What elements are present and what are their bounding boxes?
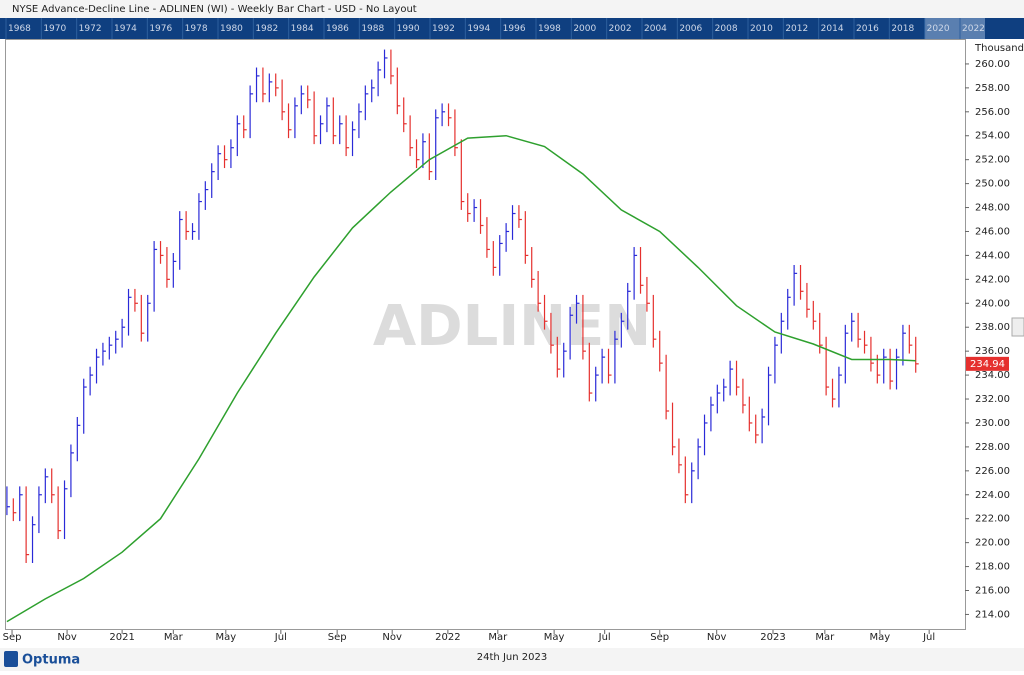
plot-area	[5, 39, 966, 630]
timeline-year: 2002	[609, 24, 632, 34]
timeline-year: 2012	[785, 24, 808, 34]
header-bar	[0, 0, 1024, 18]
y-tick-label: 220.00	[975, 538, 1010, 549]
x-tick-label: Sep	[650, 632, 669, 643]
y-tick-label: 246.00	[975, 226, 1010, 237]
y-tick-label: 238.00	[975, 322, 1010, 333]
x-tick-label: May	[215, 632, 236, 643]
x-tick-label: Mar	[488, 632, 508, 643]
timeline-year: 1990	[397, 24, 420, 34]
y-tick-label: 230.00	[975, 418, 1010, 429]
x-tick-label: Jul	[598, 632, 611, 643]
timeline-year: 1986	[326, 24, 349, 34]
timeline-year: 2000	[573, 24, 596, 34]
timeline-year: 2022	[962, 24, 985, 34]
watermark: ADLINEN	[373, 294, 651, 359]
y-tick-label: 252.00	[975, 155, 1010, 166]
timeline-window[interactable]	[925, 18, 985, 39]
timeline-year: 2010	[750, 24, 773, 34]
y-tick-label: 234.00	[975, 370, 1010, 381]
date-label: 24th Jun 2023	[477, 652, 547, 663]
y-tick-label: 222.00	[975, 514, 1010, 525]
timeline-year: 1984	[291, 24, 314, 34]
x-tick-label: 2022	[435, 632, 460, 643]
moving-average	[6, 134, 916, 623]
timeline-year: 2018	[891, 24, 914, 34]
chart-title: NYSE Advance-Decline Line - ADLINEN (WI)…	[12, 4, 417, 15]
y-tick-label: 242.00	[975, 274, 1010, 285]
x-tick-label: Nov	[57, 632, 77, 643]
timeline-year: 1980	[220, 24, 243, 34]
timeline-year: 1968	[8, 24, 31, 34]
timeline-year: 1970	[43, 24, 66, 34]
x-tick-label: Mar	[815, 632, 835, 643]
x-tick-label: Jul	[922, 632, 935, 643]
y-tick-label: 244.00	[975, 250, 1010, 261]
y-tick-label: 240.00	[975, 298, 1010, 309]
y-tick-label: 260.00	[975, 59, 1010, 70]
y-tick-label: 250.00	[975, 179, 1010, 190]
y-tick-label: 214.00	[975, 609, 1010, 620]
y-tick-label: 216.00	[975, 586, 1010, 597]
x-tick-label: 2023	[760, 632, 785, 643]
brand-icon	[4, 651, 18, 667]
last-value-label: 234.94	[970, 359, 1005, 370]
y-unit: Thousand	[974, 43, 1024, 54]
timeline-year: 2016	[856, 24, 879, 34]
x-tick-label: Nov	[707, 632, 727, 643]
y-tick-label: 218.00	[975, 562, 1010, 573]
x-tick-label: Nov	[382, 632, 402, 643]
y-tick-label: 224.00	[975, 490, 1010, 501]
last-value-box	[966, 356, 1009, 371]
x-tick-label: Sep	[328, 632, 347, 643]
timeline-year: 2014	[821, 24, 844, 34]
side-toggle[interactable]	[1011, 317, 1024, 337]
timeline-year: 2006	[679, 24, 702, 34]
x-tick-label: May	[870, 632, 891, 643]
x-tick-label: 2021	[109, 632, 134, 643]
timeline-year: 1988	[361, 24, 384, 34]
timeline-year: 2020	[927, 24, 950, 34]
y-tick-label: 248.00	[975, 203, 1010, 214]
timeline-strip	[0, 18, 1024, 39]
timeline-year: 1982	[255, 24, 278, 34]
x-tick-label: May	[544, 632, 565, 643]
timeline-year: 1976	[149, 24, 172, 34]
brand: Optuma	[22, 653, 80, 668]
y-tick-label: 256.00	[975, 107, 1010, 118]
timeline-year: 1974	[114, 24, 137, 34]
x-tick-label: Sep	[3, 632, 22, 643]
x-tick-label: Jul	[274, 632, 287, 643]
timeline-year: 1998	[538, 24, 561, 34]
y-tick-label: 258.00	[975, 83, 1010, 94]
timeline-year: 1978	[185, 24, 208, 34]
y-tick-label: 254.00	[975, 131, 1010, 142]
timeline-year: 1994	[467, 24, 490, 34]
y-tick-label: 226.00	[975, 466, 1010, 477]
timeline-year: 1992	[432, 24, 455, 34]
y-tick-label: 228.00	[975, 442, 1010, 453]
y-tick-label: 232.00	[975, 394, 1010, 405]
timeline-year: 1996	[503, 24, 526, 34]
x-tick-label: Mar	[164, 632, 184, 643]
timeline-year: 1972	[79, 24, 102, 34]
timeline-year: 2008	[715, 24, 738, 34]
y-tick-label: 236.00	[975, 346, 1010, 357]
footer-bar	[0, 648, 1024, 671]
timeline-year: 2004	[644, 24, 667, 34]
